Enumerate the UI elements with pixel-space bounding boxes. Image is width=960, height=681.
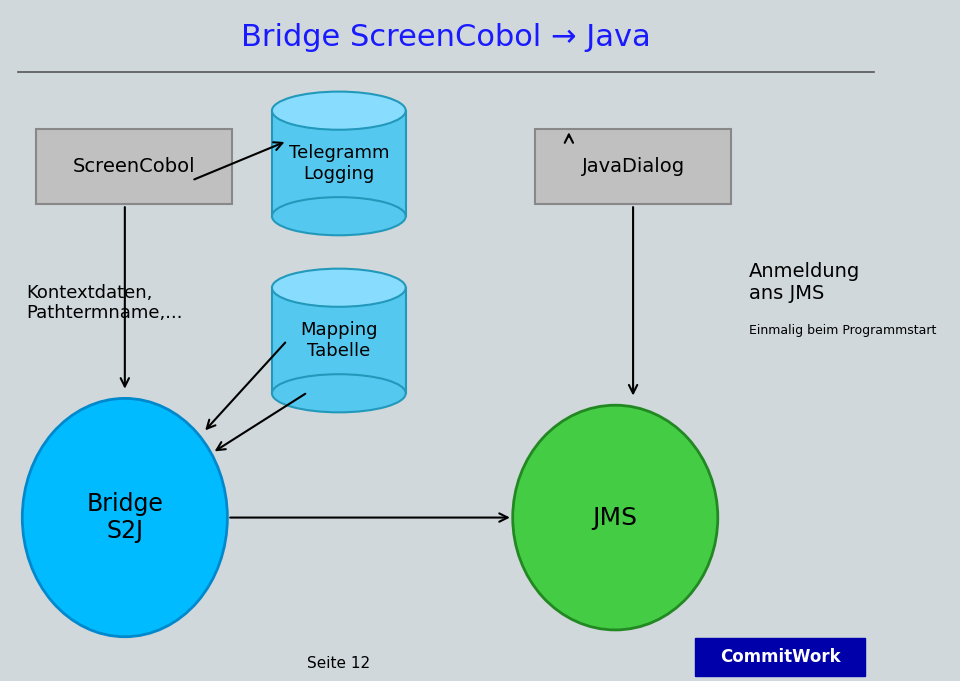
FancyBboxPatch shape <box>36 129 231 204</box>
Text: Anmeldung
ans JMS: Anmeldung ans JMS <box>749 262 860 303</box>
Text: ScreenCobol: ScreenCobol <box>72 157 195 176</box>
Ellipse shape <box>272 92 406 129</box>
Text: CommitWork: CommitWork <box>720 648 841 666</box>
Text: Einmalig beim Programmstart: Einmalig beim Programmstart <box>749 323 936 337</box>
Text: Mapping
Tabelle: Mapping Tabelle <box>300 321 377 360</box>
Ellipse shape <box>272 375 406 413</box>
Polygon shape <box>272 287 406 394</box>
Polygon shape <box>272 111 406 217</box>
Text: Bridge ScreenCobol → Java: Bridge ScreenCobol → Java <box>241 23 651 52</box>
FancyBboxPatch shape <box>695 638 865 676</box>
Ellipse shape <box>22 398 228 637</box>
Text: Bridge
S2J: Bridge S2J <box>86 492 163 543</box>
Ellipse shape <box>513 405 718 630</box>
Text: Telegramm
Logging: Telegramm Logging <box>289 144 389 183</box>
Text: JavaDialog: JavaDialog <box>582 157 684 176</box>
Ellipse shape <box>272 197 406 236</box>
Text: Seite 12: Seite 12 <box>307 656 371 671</box>
Ellipse shape <box>272 268 406 306</box>
Text: JMS: JMS <box>592 505 637 530</box>
Text: Kontextdaten,
Pathtermname,...: Kontextdaten, Pathtermname,... <box>27 284 183 322</box>
FancyBboxPatch shape <box>535 129 732 204</box>
